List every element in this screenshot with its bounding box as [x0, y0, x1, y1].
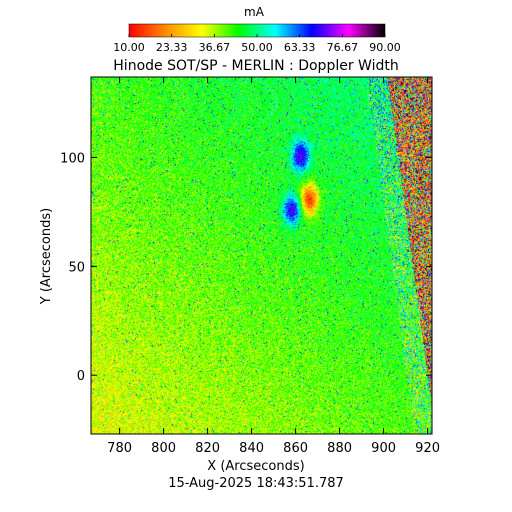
heatmap-canvas: [91, 77, 432, 434]
colorbar-ticks: 10.00 23.33 36.67 50.00 63.33 76.67 90.00: [113, 34, 401, 54]
heatmap-area: [91, 77, 432, 434]
x-axis-ticks: 780 800 820 840 860 880 900 920: [107, 77, 440, 456]
x-tick-label: 840: [239, 441, 264, 456]
x-tick-label: 800: [151, 441, 176, 456]
chart-title: Hinode SOT/SP - MERLIN : Doppler Width: [113, 58, 398, 74]
x-tick-label: 860: [283, 441, 308, 456]
x-tick-label: 880: [327, 441, 352, 456]
colorbar-tick-label: 76.67: [327, 41, 359, 54]
colorbar-tick-label: 90.00: [369, 41, 401, 54]
y-tick-label: 0: [77, 369, 85, 384]
colorbar-tick-label: 10.00: [113, 41, 145, 54]
plot-frame: [90, 76, 433, 435]
colorbar-tick-label: 50.00: [241, 41, 273, 54]
y-tick-label: 100: [60, 152, 85, 167]
y-tick-label: 50: [68, 260, 85, 275]
x-tick-label: 820: [195, 441, 220, 456]
x-axis-label: X (Arcseconds): [207, 459, 304, 474]
colorbar-unit: mA: [244, 5, 265, 19]
timestamp: 15-Aug-2025 18:43:51.787: [168, 476, 344, 491]
colorbar-tick-label: 36.67: [199, 41, 231, 54]
x-tick-label: 780: [107, 441, 132, 456]
colorbar-tick-label: 23.33: [156, 41, 188, 54]
colorbar-tick-label: 63.33: [284, 41, 316, 54]
y-axis-label: Y (Arcseconds): [39, 208, 54, 305]
x-tick-label: 900: [371, 441, 396, 456]
y-axis-ticks: 0 50 100: [60, 152, 432, 384]
x-tick-label: 920: [415, 441, 440, 456]
